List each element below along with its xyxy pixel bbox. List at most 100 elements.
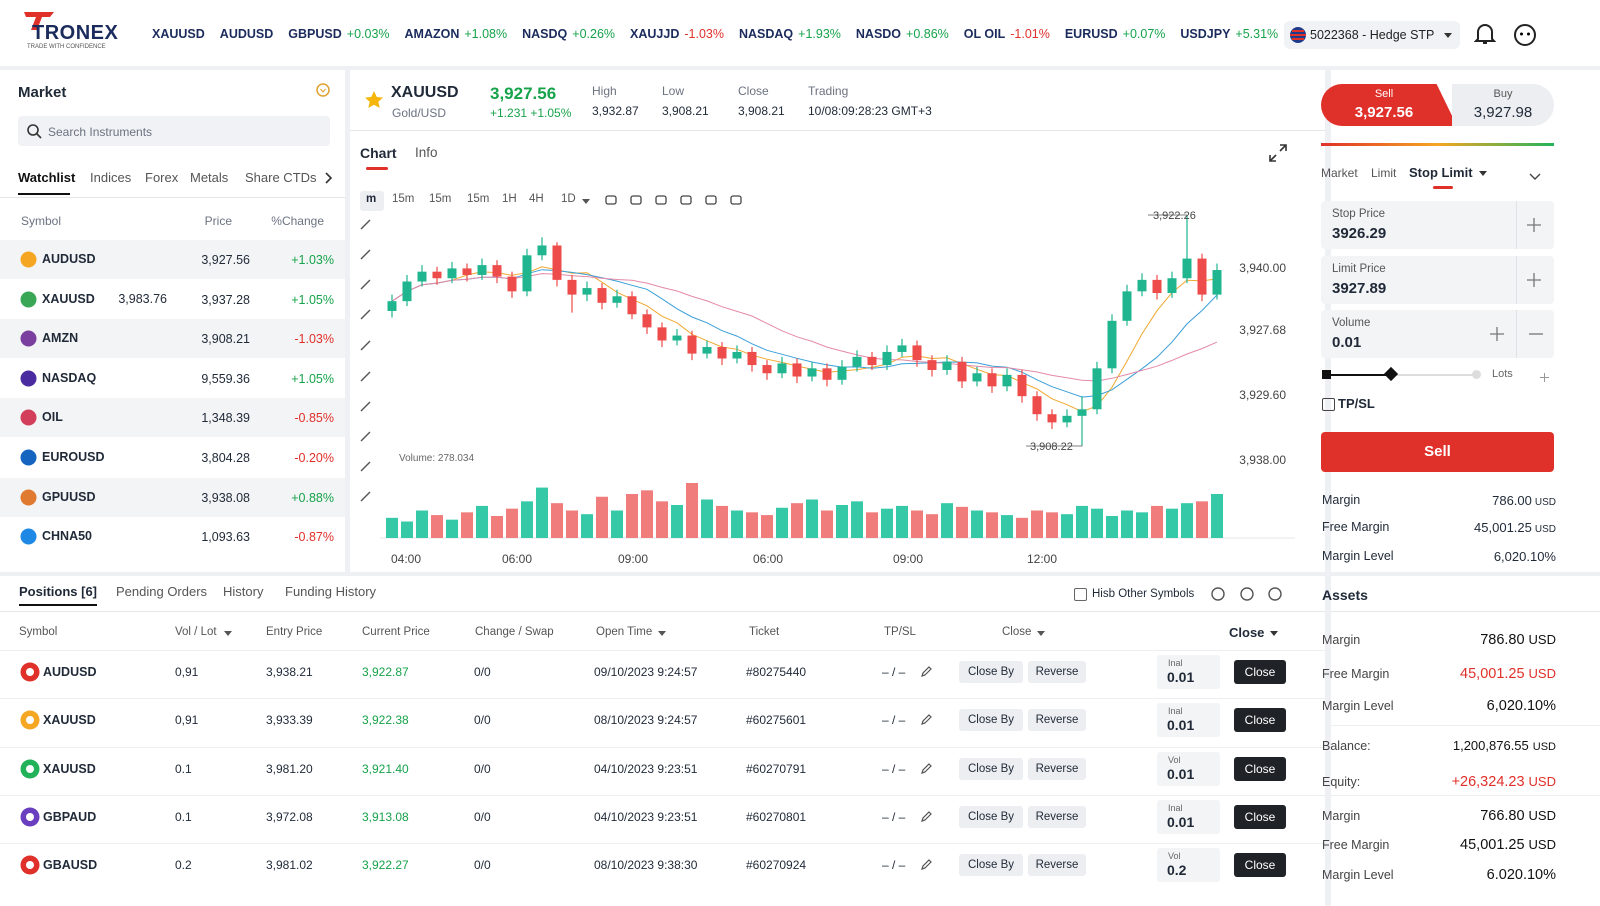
reverse-button[interactable]: Reverse (1028, 661, 1086, 683)
bell-icon[interactable] (1473, 22, 1497, 46)
user-icon[interactable] (1513, 23, 1537, 47)
sell-tab[interactable] (1321, 84, 1457, 126)
watchlist-row[interactable] (0, 319, 345, 359)
increment[interactable] (1527, 218, 1541, 232)
favorite-star[interactable] (364, 90, 384, 109)
order-type[interactable]: Limit (1371, 166, 1397, 180)
ticker-item[interactable]: AMAZON +1.08% (405, 27, 508, 41)
drawing-tool[interactable] (359, 400, 372, 413)
market-tab[interactable]: Indices (90, 170, 132, 185)
edit-icon[interactable] (920, 665, 933, 678)
ticker-item[interactable]: GBPUSD +0.03% (288, 27, 389, 41)
toolbar-icon[interactable] (654, 193, 668, 207)
close-by-button[interactable]: Close By (959, 661, 1023, 683)
ticker-item[interactable]: NASDQ +0.26% (522, 27, 615, 41)
order-type[interactable]: Stop Limit (1409, 165, 1473, 180)
edit-icon[interactable] (920, 858, 933, 871)
drawing-tool[interactable] (359, 278, 372, 291)
checkbox[interactable] (1322, 398, 1335, 411)
market-tab[interactable]: Forex (145, 170, 179, 185)
edit-icon[interactable] (920, 713, 933, 726)
order-field[interactable] (1321, 256, 1554, 304)
fullscreen-icon[interactable] (1268, 143, 1288, 163)
increment[interactable] (1490, 327, 1504, 341)
timeframe[interactable]: m (366, 193, 377, 205)
positions-tab[interactable]: History (223, 584, 264, 599)
ticker-item[interactable]: AUDUSD (220, 27, 273, 41)
chart-tab[interactable]: Info (415, 145, 438, 160)
reverse-button[interactable]: Reverse (1028, 709, 1086, 732)
timeframe[interactable]: 4H (529, 193, 544, 205)
panel-icon[interactable] (1240, 587, 1254, 601)
watchlist-row[interactable] (0, 279, 345, 319)
drawing-tool[interactable] (359, 248, 372, 261)
market-tab[interactable]: Share CTDs (245, 170, 317, 185)
toolbar-icon[interactable] (629, 193, 643, 207)
market-tab[interactable]: Metals (190, 170, 229, 185)
drawing-tool[interactable] (359, 490, 372, 503)
order-field[interactable] (1321, 310, 1554, 358)
close-by-button[interactable]: Close By (959, 854, 1023, 877)
ticker-item[interactable]: NASDAQ +1.93% (739, 27, 841, 41)
increment[interactable] (1527, 273, 1541, 287)
close-button[interactable]: Close (1234, 708, 1286, 733)
checkbox[interactable] (1074, 588, 1087, 601)
column-header[interactable]: Close (1229, 625, 1265, 640)
reverse-button[interactable]: Reverse (1028, 757, 1086, 780)
drawing-tool[interactable] (359, 308, 372, 321)
watchlist-row[interactable] (0, 358, 345, 398)
buy-tab[interactable] (1452, 84, 1554, 126)
close-button[interactable]: Close (1234, 804, 1286, 829)
watchlist-row[interactable] (0, 240, 345, 279)
order-type[interactable]: Market (1321, 166, 1358, 180)
close-by-button[interactable]: Close By (959, 709, 1023, 732)
settings-icon[interactable] (316, 83, 330, 97)
drawing-tool[interactable] (359, 430, 372, 443)
edit-icon[interactable] (920, 810, 933, 823)
market-tab[interactable]: Watchlist (18, 170, 76, 185)
account-selector[interactable] (1284, 21, 1460, 49)
watchlist-row[interactable] (0, 398, 345, 438)
tabs-next[interactable] (324, 171, 334, 184)
ticker-item[interactable]: USDJPY +5.31% (1180, 27, 1278, 41)
toolbar-icon[interactable] (704, 193, 718, 207)
ticker-item[interactable]: XAUJJD -1.03% (630, 27, 724, 41)
close-by-button[interactable]: Close By (959, 757, 1023, 780)
close-by-button[interactable]: Close By (959, 805, 1023, 828)
edit-icon[interactable] (920, 762, 933, 775)
close-button[interactable]: Close (1234, 756, 1286, 781)
timeframe[interactable]: 1D (561, 193, 576, 205)
drawing-tool[interactable] (359, 460, 372, 473)
ticker-item[interactable]: EURUSD +0.07% (1065, 27, 1166, 41)
submit-button[interactable]: Sell (1321, 432, 1554, 472)
decrement[interactable] (1529, 327, 1543, 341)
chart-tab[interactable]: Chart (360, 145, 397, 161)
search-box[interactable] (18, 116, 330, 146)
watchlist-row[interactable] (0, 517, 345, 557)
watchlist-row[interactable] (0, 477, 345, 517)
timeframe[interactable]: 1H (502, 193, 517, 205)
positions-tab[interactable]: Positions [6] (19, 584, 98, 599)
drawing-tool[interactable] (359, 339, 372, 352)
timeframe[interactable]: 15m (392, 193, 415, 205)
reverse-button[interactable]: Reverse (1028, 805, 1086, 828)
collapse-icon[interactable] (1529, 168, 1541, 180)
positions-tab[interactable]: Pending Orders (116, 584, 208, 599)
toolbar-icon[interactable] (679, 193, 693, 207)
drawing-tool[interactable] (359, 218, 372, 231)
drawing-tool[interactable] (359, 370, 372, 383)
panel-icon[interactable] (1211, 587, 1225, 601)
timeframe[interactable]: 15m (429, 193, 452, 205)
order-field[interactable] (1321, 201, 1554, 249)
ticker-item[interactable]: NASDO +0.86% (856, 27, 949, 41)
watchlist-row[interactable] (0, 438, 345, 477)
panel-icon[interactable] (1268, 587, 1282, 601)
positions-tab[interactable]: Funding History (285, 584, 377, 599)
ticker-item[interactable]: XAUUSD (152, 27, 205, 41)
reverse-button[interactable]: Reverse (1028, 854, 1086, 877)
timeframe[interactable]: 15m (467, 193, 490, 205)
toolbar-icon[interactable] (729, 193, 743, 207)
close-button[interactable]: Close (1234, 853, 1286, 878)
lots-add[interactable] (1540, 369, 1549, 382)
toolbar-icon[interactable] (604, 193, 618, 207)
